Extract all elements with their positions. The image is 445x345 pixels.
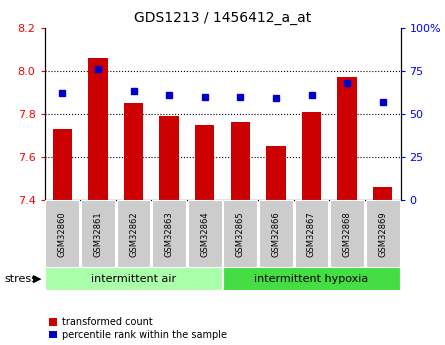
Text: stress: stress (4, 274, 37, 284)
Bar (302, 112, 321, 200)
Bar (159, 116, 179, 200)
Bar (195, 125, 214, 200)
Text: GSM32861: GSM32861 (93, 211, 102, 257)
Text: GSM32864: GSM32864 (200, 211, 209, 257)
Text: GSM32868: GSM32868 (343, 211, 352, 257)
Bar (266, 146, 286, 200)
Bar (373, 187, 392, 200)
Text: GSM32865: GSM32865 (236, 211, 245, 257)
Bar (231, 122, 250, 200)
Text: intermittent air: intermittent air (91, 274, 176, 284)
Title: GDS1213 / 1456412_a_at: GDS1213 / 1456412_a_at (134, 11, 311, 25)
Text: GSM32866: GSM32866 (271, 211, 280, 257)
Text: ▶: ▶ (33, 274, 42, 284)
Text: GSM32860: GSM32860 (58, 211, 67, 257)
Bar (53, 129, 72, 200)
Text: GSM32862: GSM32862 (129, 211, 138, 257)
Text: GSM32869: GSM32869 (378, 211, 387, 257)
Bar (88, 58, 108, 200)
Legend: transformed count, percentile rank within the sample: transformed count, percentile rank withi… (49, 317, 227, 340)
Bar (124, 103, 143, 200)
Text: GSM32867: GSM32867 (307, 211, 316, 257)
Bar (337, 77, 357, 200)
Text: intermittent hypoxia: intermittent hypoxia (255, 274, 368, 284)
Text: GSM32863: GSM32863 (165, 211, 174, 257)
